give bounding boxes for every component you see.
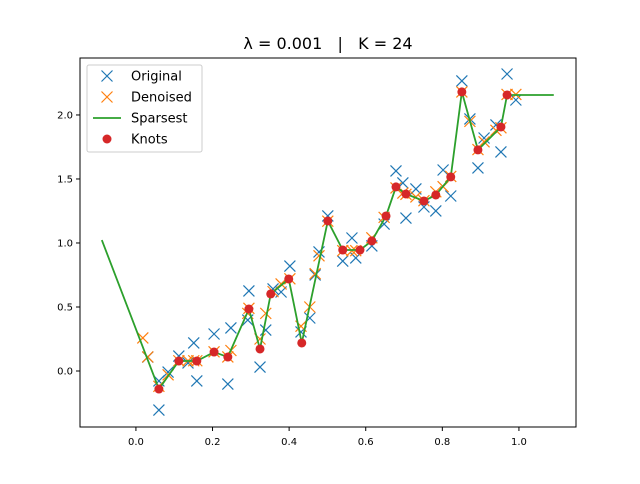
denoised-point (309, 267, 322, 280)
knots-point (502, 90, 512, 100)
knots-point (457, 87, 467, 97)
original-point (254, 361, 266, 373)
denoised-point (141, 350, 154, 363)
x-tick-label: 0.4 (281, 437, 297, 448)
original-point (472, 162, 484, 174)
knots-point (473, 145, 483, 155)
x-tick-label: 0.2 (205, 437, 221, 448)
knots-point (355, 245, 365, 255)
original-point (495, 146, 507, 158)
original-point (400, 212, 412, 224)
original-point (190, 375, 203, 387)
chart-title: λ = 0.001 | K = 24 (243, 34, 412, 53)
x-tick-label: 0.6 (358, 437, 374, 448)
knots-point (401, 189, 411, 199)
knots-point (391, 182, 401, 192)
denoised-point (478, 135, 491, 148)
denoised-point (313, 249, 325, 262)
original-point (187, 337, 200, 349)
y-tick-label: 0.5 (57, 302, 73, 313)
original-point (162, 366, 175, 378)
knots-point (496, 122, 506, 132)
knots-point (255, 344, 265, 354)
legend: Original Denoised Sparsest Knots (86, 64, 203, 153)
knots-point (419, 196, 429, 206)
x-tick-label: 0.0 (128, 437, 144, 448)
legend-denoised-marker (101, 91, 113, 103)
knots-point (209, 347, 219, 357)
knots-point (323, 216, 333, 226)
knots-point (284, 274, 294, 284)
knots-point (381, 211, 391, 221)
original-point (224, 322, 237, 334)
original-point (501, 68, 513, 80)
original-point (221, 378, 234, 390)
original-point (283, 260, 296, 272)
knots-point (223, 352, 233, 362)
legend-box (86, 64, 203, 153)
original-point (478, 132, 491, 144)
axis-ticks: 0.0 0.2 0.4 0.6 0.8 1.0 0.0 0.5 1.0 1.5 2.0 (57, 110, 527, 448)
knots-point (338, 245, 348, 255)
original-point (346, 232, 358, 244)
knots-point (446, 172, 456, 182)
knots-point (431, 190, 441, 200)
original-point (242, 285, 255, 297)
legend-knots-marker (102, 134, 112, 144)
original-point (152, 404, 165, 416)
original-point (429, 205, 442, 217)
legend-knots-label: Knots (131, 133, 168, 148)
y-tick-label: 1.5 (57, 174, 73, 185)
y-tick-label: 2.0 (57, 110, 73, 121)
original-point (437, 164, 450, 176)
knots-point (297, 338, 307, 348)
knots-point (266, 289, 276, 299)
legend-original-label: Original (131, 70, 182, 85)
legend-denoised-label: Denoised (131, 91, 192, 106)
original-point (336, 255, 349, 267)
x-tick-label: 0.8 (434, 437, 450, 448)
original-point (444, 190, 457, 202)
knots-point (154, 384, 164, 394)
knots-point (367, 236, 377, 246)
denoised-point (259, 307, 272, 320)
x-tick-label: 1.0 (511, 437, 527, 448)
original-point (509, 94, 522, 106)
plot-area (100, 68, 554, 416)
original-point (208, 328, 220, 340)
denoised-point (136, 332, 149, 344)
knots-point (174, 356, 184, 366)
original-point (309, 269, 322, 281)
y-tick-label: 1.0 (57, 238, 73, 249)
legend-sparsest-label: Sparsest (131, 112, 187, 127)
original-point (390, 164, 402, 177)
original-point (455, 74, 468, 87)
legend-original-marker (101, 70, 113, 82)
knots-point (192, 356, 202, 366)
knots-point (244, 304, 254, 314)
y-tick-label: 0.0 (57, 366, 73, 377)
